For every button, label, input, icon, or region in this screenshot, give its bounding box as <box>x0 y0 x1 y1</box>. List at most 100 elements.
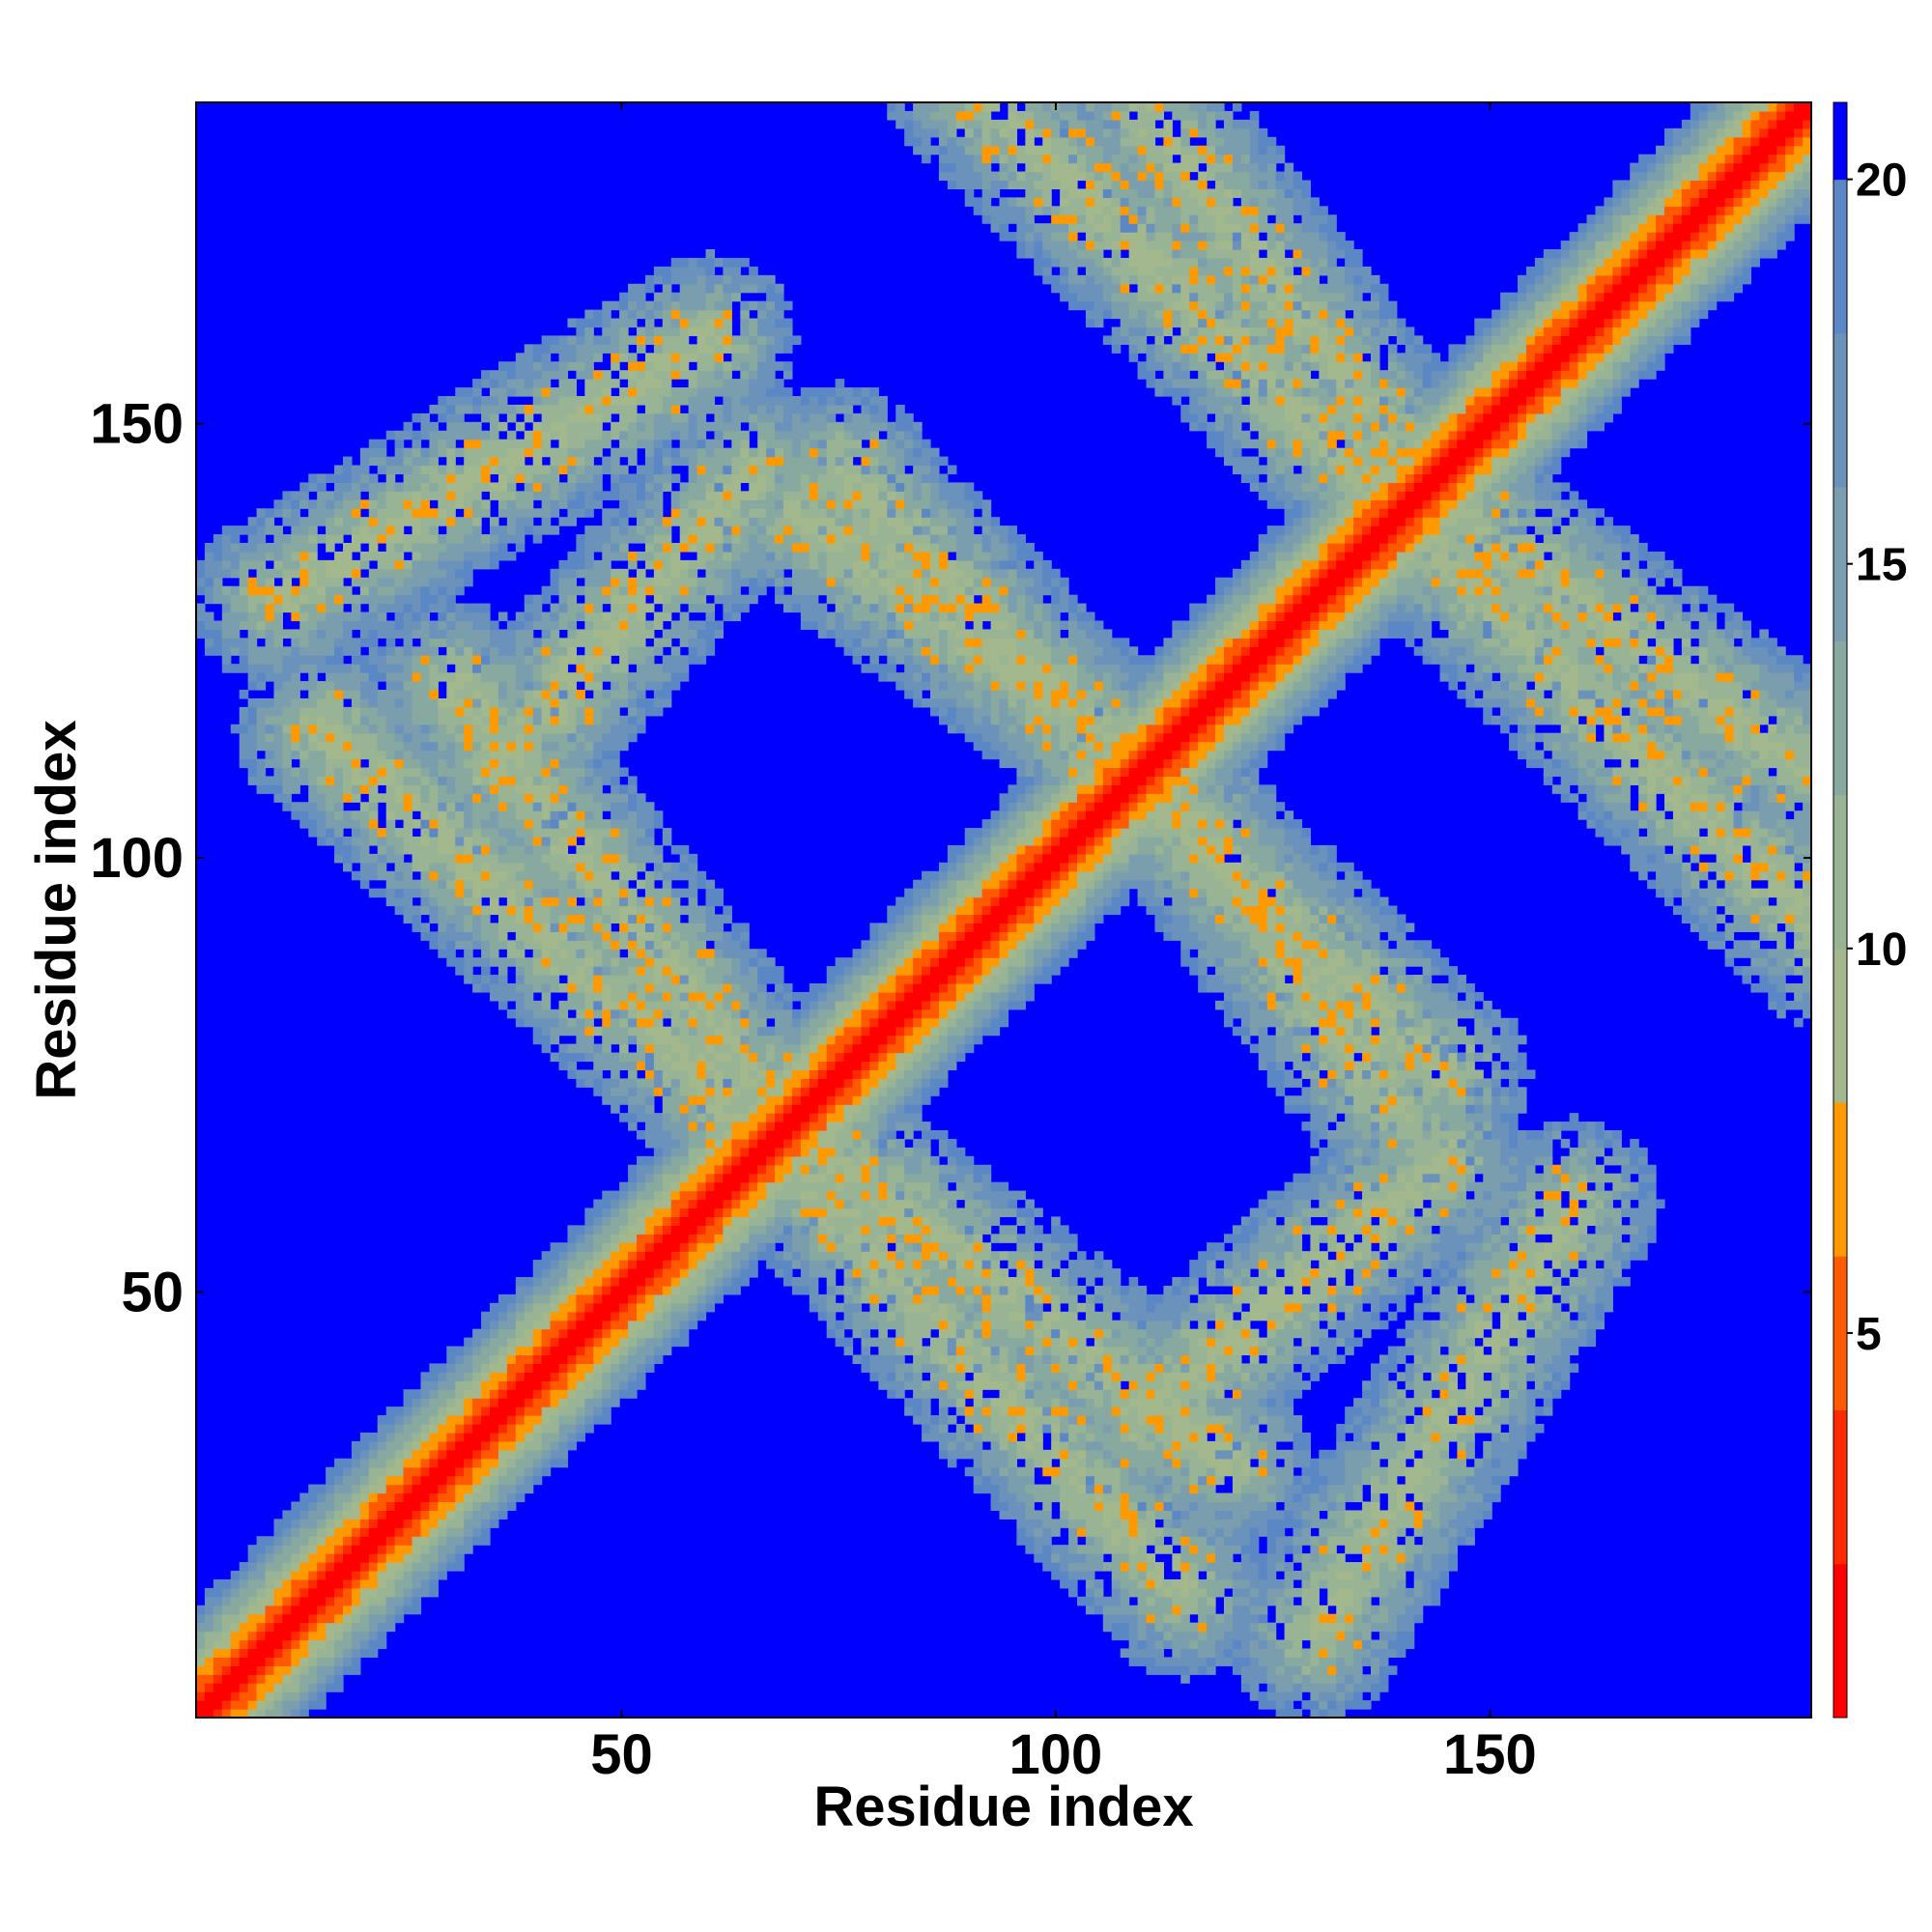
heatmap-cell <box>541 784 552 794</box>
heatmap-cell <box>524 1415 534 1425</box>
heatmap-cell <box>403 750 413 760</box>
heatmap-cell <box>359 629 370 639</box>
heatmap-cell <box>644 1138 655 1149</box>
heatmap-cell <box>593 1328 603 1339</box>
heatmap-cell <box>368 784 379 794</box>
heatmap-cell <box>611 896 620 907</box>
heatmap-cell <box>490 715 499 725</box>
heatmap-cell <box>723 905 732 916</box>
heatmap-cell <box>403 603 413 613</box>
heatmap-cell <box>602 1208 611 1218</box>
heatmap-cell <box>472 1398 482 1407</box>
heatmap-cell <box>679 1069 690 1079</box>
heatmap-cell <box>490 724 499 734</box>
heatmap-cell <box>524 344 534 354</box>
heatmap-cell <box>670 387 681 397</box>
heatmap-cell <box>403 559 413 570</box>
heatmap-cell <box>438 1363 447 1373</box>
heatmap-cell <box>602 758 611 769</box>
heatmap-cell <box>524 862 534 872</box>
heatmap-cell <box>481 664 491 673</box>
heatmap-cell <box>628 370 638 380</box>
heatmap-cell <box>637 1251 646 1261</box>
heatmap-cell <box>472 905 482 916</box>
heatmap-cell <box>593 940 603 950</box>
heatmap-cell <box>506 638 517 647</box>
heatmap-cell <box>653 1061 664 1071</box>
heatmap-cell <box>705 456 716 467</box>
heatmap-cell <box>308 473 318 484</box>
heatmap-cell <box>359 620 370 631</box>
heatmap-cell <box>343 1475 353 1486</box>
heatmap-cell <box>558 1285 569 1295</box>
heatmap-cell <box>679 1138 690 1149</box>
heatmap-cell <box>247 577 258 587</box>
heatmap-cell <box>714 482 724 492</box>
heatmap-cell <box>688 646 698 656</box>
heatmap-cell <box>550 473 560 484</box>
heatmap-cell <box>429 706 439 717</box>
heatmap-cell <box>506 456 517 467</box>
heatmap-cell <box>377 672 387 682</box>
heatmap-cell <box>490 690 499 699</box>
heatmap-cell <box>368 447 379 458</box>
heatmap-cell <box>429 1458 439 1468</box>
heatmap-cell <box>265 1709 275 1719</box>
heatmap-cell <box>550 1242 560 1252</box>
heatmap-cell <box>420 724 431 734</box>
heatmap-cell <box>532 741 543 752</box>
heatmap-cell <box>576 1302 585 1313</box>
heatmap-cell <box>567 784 578 794</box>
heatmap-cell <box>377 499 387 509</box>
heatmap-cell <box>584 853 594 864</box>
heatmap-cell <box>247 1562 258 1572</box>
heatmap-cell <box>550 966 560 976</box>
heatmap-cell <box>619 888 629 898</box>
heatmap-cell <box>265 664 275 673</box>
heatmap-cell <box>403 594 413 605</box>
heatmap-cell <box>653 1225 664 1235</box>
heatmap-cell <box>196 1709 206 1719</box>
heatmap-cell <box>317 568 327 579</box>
heatmap-cell <box>239 559 249 570</box>
heatmap-cell <box>412 681 422 691</box>
heatmap-cell <box>670 975 681 984</box>
heatmap-cell <box>291 732 300 743</box>
heatmap-cell <box>273 1613 284 1624</box>
heatmap-cell <box>524 594 534 605</box>
heatmap-cell <box>653 1147 664 1157</box>
heatmap-cell <box>611 482 620 492</box>
heatmap-cell <box>628 923 638 932</box>
heatmap-cell <box>515 690 526 699</box>
heatmap-cell <box>420 1578 431 1589</box>
heatmap-cell <box>446 957 456 967</box>
heatmap-cell <box>670 456 681 467</box>
heatmap-cell <box>524 526 534 535</box>
heatmap-cell <box>653 991 664 1002</box>
heatmap-cell <box>628 585 638 596</box>
heatmap-cell <box>247 1639 258 1650</box>
heatmap-cell <box>497 447 508 458</box>
heatmap-cell <box>455 551 465 561</box>
heatmap-cell <box>490 1328 499 1339</box>
heatmap-cell <box>420 1527 431 1537</box>
heatmap-cell <box>351 1545 361 1554</box>
heatmap-cell <box>550 361 560 371</box>
heatmap-cell <box>696 517 707 526</box>
heatmap-cell <box>420 1492 431 1503</box>
heatmap-cell <box>265 655 275 665</box>
heatmap-cell <box>611 430 620 440</box>
heatmap-cell <box>394 655 405 665</box>
heatmap-cell <box>619 1354 629 1365</box>
heatmap-cell <box>662 1328 672 1339</box>
heatmap-cell <box>204 577 214 587</box>
heatmap-cell <box>576 1380 585 1390</box>
heatmap-cell <box>497 1311 508 1321</box>
heatmap-cell <box>385 758 396 769</box>
heatmap-cell <box>637 940 646 950</box>
heatmap-cell <box>567 940 578 950</box>
heatmap-cell <box>506 447 517 458</box>
heatmap-cell <box>359 690 370 699</box>
heatmap-cell <box>412 706 422 717</box>
heatmap-cell <box>679 975 690 984</box>
